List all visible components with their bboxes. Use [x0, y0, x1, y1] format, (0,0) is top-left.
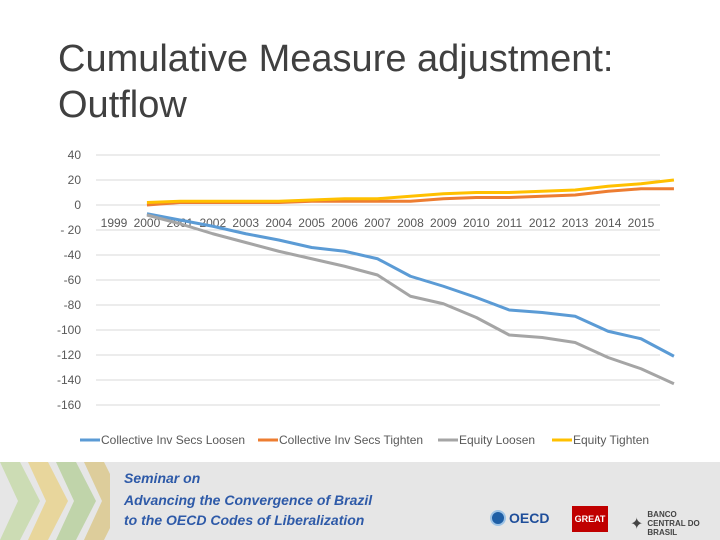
series-line — [146, 213, 675, 386]
slide-title: Cumulative Measure adjustment: Outflow — [58, 38, 614, 126]
seminar-title-line-1: Advancing the Convergence of Brazil — [124, 492, 373, 508]
series-line — [146, 178, 675, 204]
legend-label: Collective Inv Secs Tighten — [279, 433, 423, 447]
x-tick-label: 2008 — [397, 216, 424, 230]
x-tick-label: 2009 — [430, 216, 457, 230]
series-lines — [146, 178, 675, 386]
bcb-logo-text: BANCO CENTRAL DO BRASIL — [647, 510, 700, 537]
y-tick-label: 20 — [68, 173, 82, 187]
oecd-logo: OECD — [490, 510, 549, 526]
y-tick-label: 40 — [68, 148, 82, 162]
y-axis-ticks: 40 20 0 - 20 -40 -60 -80 -100 -120 -140 -160 — [57, 148, 81, 412]
y-tick-label: 0 — [74, 198, 81, 212]
x-tick-label: 2006 — [331, 216, 358, 230]
x-tick-label: 2014 — [595, 216, 622, 230]
legend-label: Collective Inv Secs Loosen — [101, 433, 245, 447]
bcb-mark-icon: ✦ — [630, 515, 644, 533]
y-tick-label: -160 — [57, 398, 81, 412]
y-tick-label: -60 — [64, 273, 82, 287]
x-tick-label: 2011 — [496, 216, 522, 230]
gridlines — [96, 154, 660, 406]
great-logo: GREAT — [572, 506, 608, 532]
x-tick-label: 2010 — [463, 216, 490, 230]
x-tick-label: 2013 — [562, 216, 589, 230]
legend-label: Equity Loosen — [459, 433, 535, 447]
oecd-logo-text: OECD — [509, 510, 550, 526]
y-tick-label: -80 — [64, 298, 82, 312]
banco-central-logo: ✦ BANCO CENTRAL DO BRASIL — [630, 510, 707, 537]
x-tick-label: 2004 — [265, 216, 292, 230]
x-tick-label: 2005 — [298, 216, 325, 230]
y-tick-label: -140 — [57, 373, 81, 387]
seminar-label: Seminar on — [124, 470, 201, 486]
y-tick-label: -100 — [57, 323, 81, 337]
x-tick-label: 2003 — [232, 216, 259, 230]
x-tick-label: 1999 — [101, 216, 128, 230]
oecd-circle-icon — [490, 510, 506, 526]
y-tick-label: -40 — [64, 248, 82, 262]
legend-label: Equity Tighten — [573, 433, 649, 447]
x-tick-label: 2015 — [628, 216, 655, 230]
banner-decoration — [0, 462, 110, 540]
x-tick-label: 2007 — [364, 216, 391, 230]
y-tick-label: -120 — [57, 348, 81, 362]
x-tick-label: 2012 — [529, 216, 556, 230]
series-line — [146, 212, 675, 358]
y-tick-label: - 20 — [60, 223, 81, 237]
x-axis-ticks: 1999 2000 2001 2002 2003 2004 2005 2006 2007 2008… — [101, 216, 655, 230]
x-tick-label: 2000 — [134, 216, 161, 230]
seminar-title-line-2: to the OECD Codes of Liberalization — [124, 512, 365, 528]
line-chart: 40 20 0 - 20 -40 -60 -80 -100 -120 -140 -160 1999 2… — [57, 148, 675, 447]
chart-legend: Collective Inv Secs Loosen Collective Inv… — [80, 433, 649, 447]
seminar-banner: Seminar on Advancing the Convergence of … — [0, 462, 720, 540]
